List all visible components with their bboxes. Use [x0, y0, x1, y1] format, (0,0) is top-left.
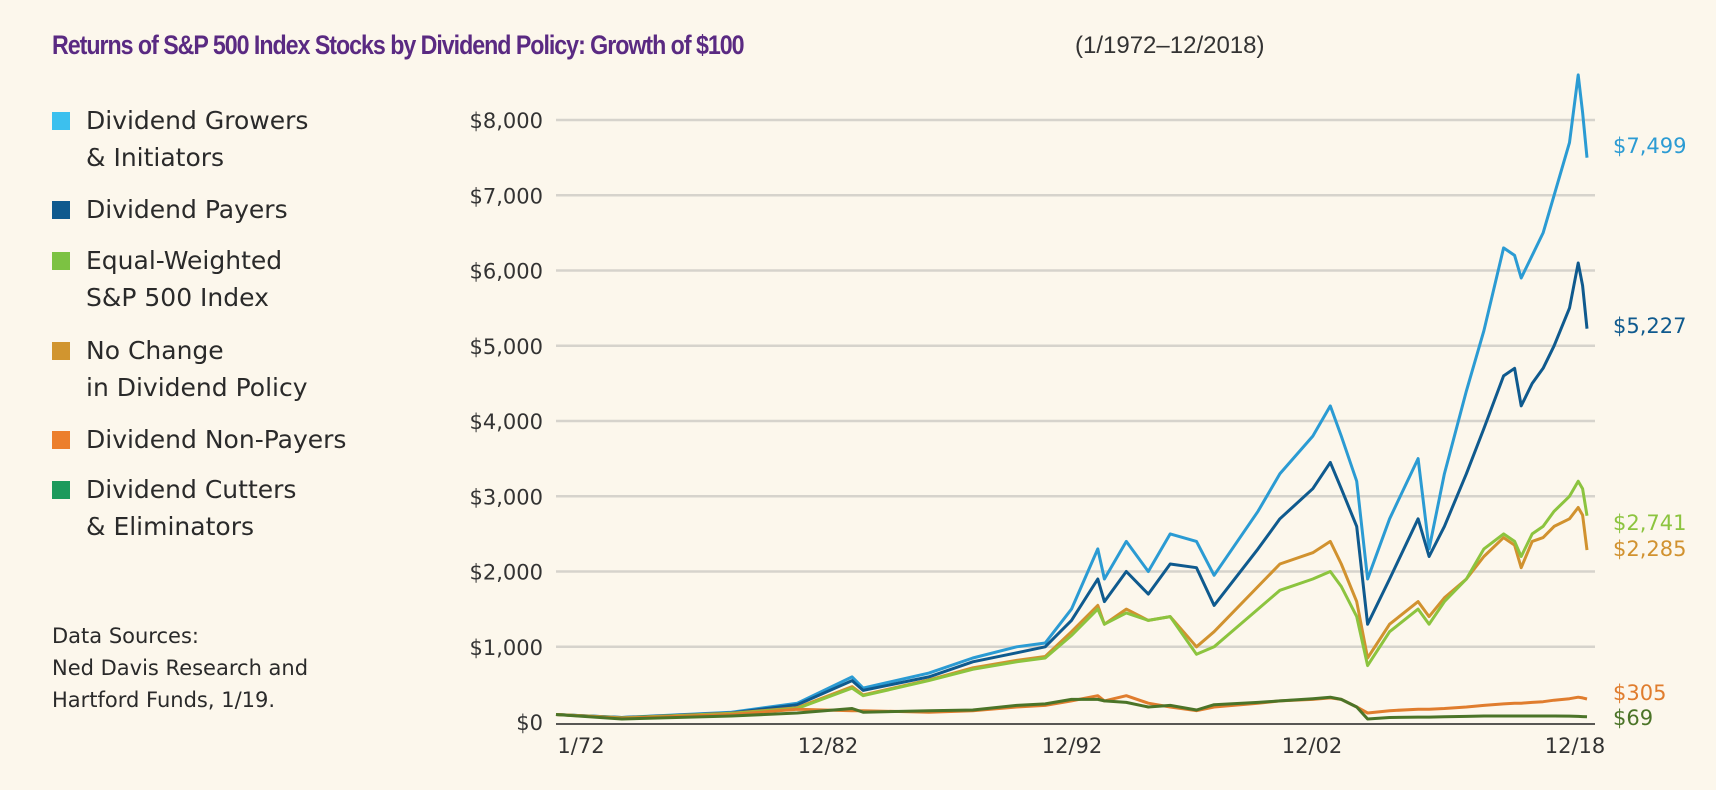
y-tick-label: $8,000 — [470, 109, 543, 133]
end-value-label: $69 — [1613, 706, 1653, 730]
series-line-5 — [555, 695, 1588, 721]
x-tick-label: 12/18 — [1545, 734, 1606, 758]
y-tick-label: $7,000 — [470, 184, 543, 208]
x-tick-label: 12/92 — [1042, 734, 1103, 758]
series-line-0 — [555, 73, 1589, 719]
y-tick-label: $3,000 — [470, 485, 543, 509]
sources-line: Data Sources: — [52, 624, 199, 648]
legend-swatch — [52, 431, 70, 449]
legend-swatch — [52, 112, 70, 130]
legend-label: Dividend Payers — [86, 195, 288, 224]
series-line-1 — [555, 261, 1589, 719]
y-tick-label: $0 — [516, 711, 543, 735]
end-value-label: $2,285 — [1613, 537, 1686, 561]
chart-title: Returns of S&P 500 Index Stocks by Divid… — [52, 30, 1265, 61]
x-tick-label: 12/02 — [1282, 734, 1343, 758]
end-value-label: $5,227 — [1613, 314, 1686, 338]
x-tick-label: 1/72 — [557, 734, 604, 758]
x-tick-label: 12/82 — [798, 734, 859, 758]
series-line-2 — [555, 479, 1589, 720]
y-tick-label: $1,000 — [470, 636, 543, 660]
chart-title-main: Returns of S&P 500 Index Stocks by Divid… — [52, 30, 745, 60]
y-tick-label: $6,000 — [470, 260, 543, 284]
legend-label: Dividend Non-Payers — [86, 425, 347, 454]
chart-title-period: (1/1972–12/2018) — [1075, 32, 1265, 59]
y-tick-label: $2,000 — [470, 561, 543, 585]
legend-label: No Change in Dividend Policy — [86, 336, 308, 402]
legend-label: Dividend Cutters & Eliminators — [86, 475, 297, 541]
end-value-label: $305 — [1613, 681, 1666, 705]
legend-swatch — [52, 342, 70, 360]
sources-line: Ned Davis Research and — [52, 656, 309, 680]
sources-line: Hartford Funds, 1/19. — [52, 688, 276, 712]
end-value-label: $2,741 — [1613, 511, 1686, 535]
legend-swatch — [52, 481, 70, 499]
legend-label: Dividend Growers & Initiators — [86, 106, 309, 172]
legend-swatch — [52, 252, 70, 270]
legend-label: Equal-Weighted S&P 500 Index — [86, 246, 283, 312]
y-tick-label: $5,000 — [470, 335, 543, 359]
data-sources: Data Sources: Ned Davis Research and Har… — [52, 620, 308, 716]
legend-swatch — [52, 201, 70, 219]
end-value-label: $7,499 — [1613, 134, 1686, 158]
y-tick-label: $4,000 — [470, 410, 543, 434]
